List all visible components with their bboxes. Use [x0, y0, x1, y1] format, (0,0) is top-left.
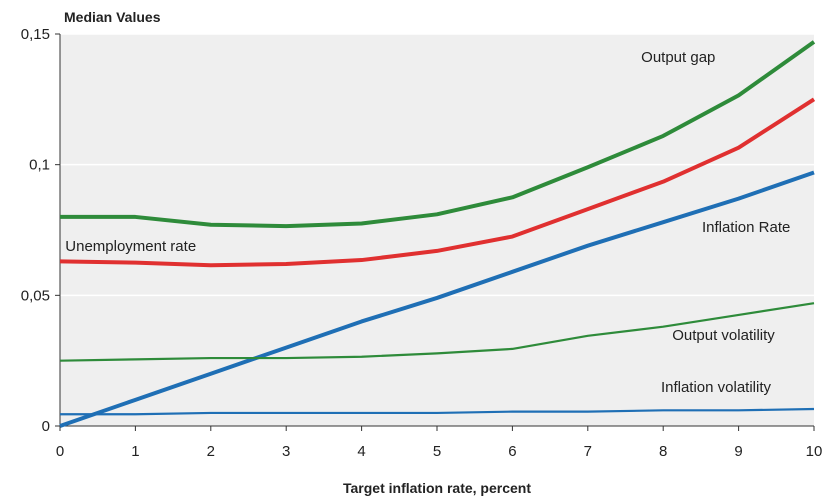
x-tick-label-2: 2 — [207, 443, 215, 460]
x-tick-label-4: 4 — [357, 443, 365, 460]
y-tick-label-0: 0 — [42, 418, 50, 435]
x-tick-label-8: 8 — [659, 443, 667, 460]
x-axis-label: Target inflation rate, percent — [343, 480, 531, 496]
x-tick-label-6: 6 — [508, 443, 516, 460]
x-tick-label-10: 10 — [806, 443, 823, 460]
chart-title: Median Values — [64, 9, 161, 25]
series-line-output-gap — [60, 40, 816, 229]
series-label-output-gap: Output gap — [641, 49, 715, 66]
x-tick-label-5: 5 — [433, 443, 441, 460]
x-tick-label-0: 0 — [56, 443, 64, 460]
series-labels: Output gap Unemployment rate Inflation Rat… — [65, 49, 790, 396]
plot-area — [60, 34, 814, 426]
y-tick-labels: 0 0,05 0,1 0,15 — [21, 26, 50, 435]
x-tick-label-7: 7 — [584, 443, 592, 460]
x-tick-label-1: 1 — [131, 443, 139, 460]
y-tick-label-1: 0,05 — [21, 287, 50, 304]
gridlines — [60, 33, 814, 297]
series-lines — [59, 40, 816, 428]
series-label-inflation-rate: Inflation Rate — [702, 219, 790, 236]
x-tick-label-9: 9 — [734, 443, 742, 460]
x-tick-labels: 0 1 2 3 4 5 6 7 8 9 10 — [56, 443, 823, 460]
x-tick-label-3: 3 — [282, 443, 290, 460]
series-label-unemployment-rate: Unemployment rate — [65, 238, 196, 255]
series-label-output-volatility: Output volatility — [672, 327, 775, 344]
series-line-inflation-volatility — [60, 407, 815, 416]
series-line-unemployment-rate — [59, 97, 816, 268]
series-label-inflation-volatility: Inflation volatility — [661, 379, 772, 396]
series-line-output-volatility — [59, 302, 815, 362]
y-tick-label-3: 0,15 — [21, 26, 50, 43]
series-line-inflation-rate — [59, 170, 815, 428]
y-tick-label-2: 0,1 — [29, 157, 50, 174]
